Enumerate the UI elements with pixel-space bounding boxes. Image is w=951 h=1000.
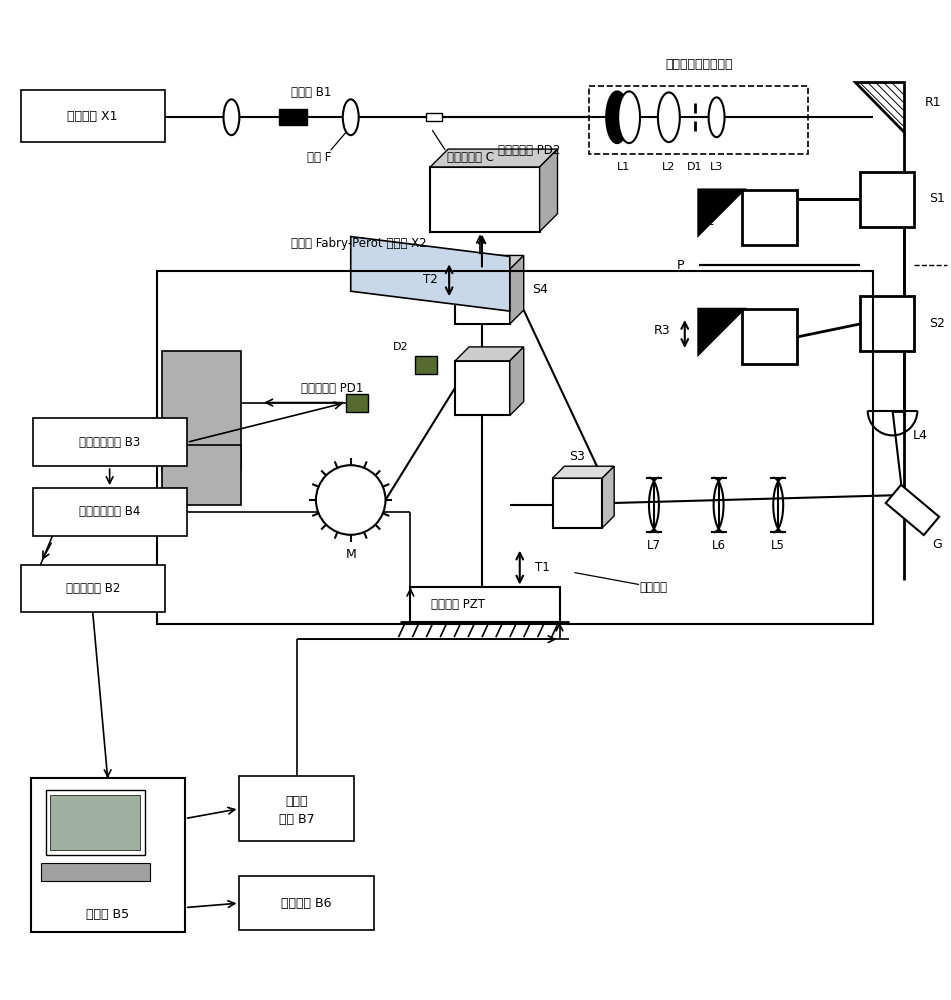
Text: 压电陶瓷 PZT: 压电陶瓷 PZT [431, 598, 485, 611]
Bar [346, 394, 368, 412]
Bar [553, 478, 602, 528]
Ellipse shape [342, 99, 359, 135]
Bar [32, 488, 186, 536]
Text: R3: R3 [654, 324, 670, 337]
Text: 可调谐 Fabry-Pérot 滤波器 X2: 可调谐 Fabry-Pérot 滤波器 X2 [291, 237, 427, 250]
Text: 光纤连接头 C: 光纤连接头 C [447, 151, 494, 164]
Bar [860, 172, 915, 227]
Bar [280, 109, 307, 125]
Bar [430, 167, 539, 232]
Bar [590, 86, 808, 154]
Bar [743, 309, 797, 364]
Polygon shape [456, 255, 524, 269]
Polygon shape [539, 149, 557, 232]
Bar [743, 190, 797, 245]
Bar [860, 296, 915, 351]
Text: P: P [676, 259, 684, 272]
Polygon shape [885, 485, 940, 535]
Ellipse shape [708, 97, 725, 137]
Bar [411, 587, 559, 622]
Text: S2: S2 [929, 317, 945, 330]
Bar [50, 795, 140, 850]
Text: T1: T1 [534, 561, 550, 574]
Text: D1: D1 [687, 162, 703, 172]
Bar [416, 356, 437, 374]
Bar [21, 90, 165, 142]
Text: L3: L3 [710, 162, 723, 172]
Polygon shape [430, 149, 557, 167]
Bar [456, 361, 510, 415]
Polygon shape [699, 309, 744, 354]
Polygon shape [699, 190, 744, 235]
Bar [162, 445, 242, 505]
Bar [21, 565, 165, 612]
Bar [32, 418, 186, 466]
Text: 驱动 B7: 驱动 B7 [279, 813, 315, 826]
Text: L5: L5 [771, 539, 786, 552]
Text: 隔离器 B1: 隔离器 B1 [291, 86, 331, 99]
Text: R1: R1 [924, 96, 941, 109]
Text: S4: S4 [532, 283, 548, 296]
Text: 结果输出 B6: 结果输出 B6 [281, 897, 332, 910]
Text: 平移台: 平移台 [285, 795, 308, 808]
Text: L1: L1 [616, 162, 630, 172]
Polygon shape [510, 255, 524, 324]
Polygon shape [602, 466, 614, 528]
Text: 光电探测器 PD1: 光电探测器 PD1 [301, 382, 363, 395]
Text: 反馈控制电路 B4: 反馈控制电路 B4 [79, 505, 141, 518]
Text: G: G [932, 538, 942, 551]
Ellipse shape [658, 92, 680, 142]
Text: 计算机 B5: 计算机 B5 [87, 908, 129, 921]
Text: 信号处理电路 B3: 信号处理电路 B3 [79, 436, 141, 449]
Polygon shape [351, 237, 510, 311]
Text: 数据采集卡 B2: 数据采集卡 B2 [66, 582, 120, 595]
Polygon shape [699, 309, 744, 354]
Ellipse shape [618, 91, 640, 143]
Ellipse shape [316, 465, 385, 535]
Ellipse shape [606, 91, 628, 143]
Polygon shape [553, 466, 614, 478]
Text: 宽带光源 X1: 宽带光源 X1 [68, 110, 118, 123]
Text: L6: L6 [711, 539, 726, 552]
Text: T2: T2 [423, 273, 438, 286]
Text: M: M [345, 548, 356, 561]
Text: L7: L7 [647, 539, 661, 552]
Polygon shape [855, 82, 904, 132]
Polygon shape [456, 347, 524, 361]
Text: D2: D2 [393, 342, 408, 352]
Bar [46, 790, 145, 855]
Bar [240, 776, 354, 841]
Text: L2: L2 [662, 162, 675, 172]
Text: 面阵探测器 PD2: 面阵探测器 PD2 [498, 144, 561, 157]
Text: L4: L4 [912, 429, 927, 442]
Text: 被测表面: 被测表面 [639, 581, 667, 594]
Bar [157, 271, 873, 624]
Text: 光束缩束及准直系统: 光束缩束及准直系统 [665, 58, 732, 71]
Bar [41, 863, 150, 881]
Bar [162, 351, 242, 470]
Bar [456, 269, 510, 324]
Polygon shape [510, 347, 524, 415]
Text: S3: S3 [570, 450, 585, 463]
Text: R2: R2 [699, 215, 715, 228]
Bar [240, 876, 374, 930]
Ellipse shape [223, 99, 240, 135]
Bar [30, 778, 184, 932]
Text: S1: S1 [929, 192, 945, 205]
Text: 光纤 F: 光纤 F [307, 151, 331, 164]
Polygon shape [699, 190, 744, 235]
Bar [426, 113, 442, 121]
